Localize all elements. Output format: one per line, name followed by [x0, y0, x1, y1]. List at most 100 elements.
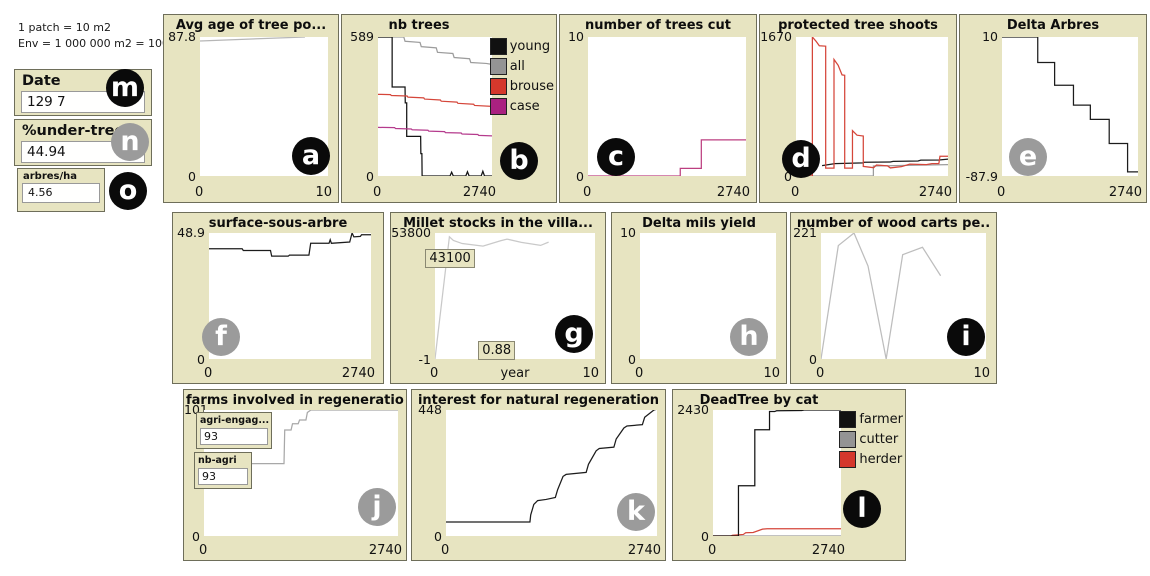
- y-axis-max-label: 53800: [391, 225, 431, 240]
- legend-item-brouse: brouse: [489, 78, 554, 95]
- plot-line-trees-cut: [588, 140, 746, 176]
- plot-line-millet-stocks: [435, 237, 549, 359]
- x-axis-max-label: 2740: [341, 366, 375, 381]
- plot-canvas-i: [821, 233, 986, 359]
- plot-panel-a: Avg age of tree po... 87.8 0 0 10 a: [163, 14, 339, 203]
- mini-monitor-nb-agri: nb-agri 93: [194, 452, 252, 489]
- monitor-date-label: Date: [22, 73, 61, 89]
- figure-badge-l: l: [843, 490, 881, 528]
- x-axis-min-label: 0: [199, 543, 208, 558]
- plot-title-i: number of wood carts pe..: [796, 216, 991, 231]
- plot-title-a: Avg age of tree po...: [175, 18, 327, 33]
- monitor-under-tree-label: %under-tree: [22, 123, 125, 139]
- legend-swatch-brouse: [489, 78, 507, 95]
- legend-item-cutter: cutter: [839, 431, 903, 448]
- plot-area-e: [1002, 37, 1138, 176]
- legend-swatch-young: [489, 38, 507, 55]
- figure-badge-k: k: [617, 493, 655, 531]
- figure-badge-i: i: [947, 318, 985, 356]
- plot-line-all: [378, 37, 492, 64]
- plot-line-young: [378, 37, 492, 176]
- y-axis-min-label: 0: [701, 529, 709, 544]
- y-axis-min-label: 0: [434, 529, 442, 544]
- plot-canvas-j: [204, 410, 398, 536]
- x-axis-min-label: 0: [791, 185, 800, 200]
- figure-badge-d: d: [782, 140, 820, 178]
- x-axis-max-label: 2740: [918, 185, 952, 200]
- y-axis-max-label: 10: [620, 225, 636, 240]
- plot-line-black-pen: [822, 159, 948, 165]
- legend-item-farmer: farmer: [839, 411, 903, 428]
- legend-label: young: [509, 39, 551, 54]
- y-axis-min-label: 0: [628, 352, 636, 367]
- plot-line-shoots: [796, 37, 948, 176]
- figure-badge-h: h: [730, 318, 768, 356]
- mini-monitor-value: 93: [200, 428, 268, 445]
- scale-note-line1: 1 patch = 10 m2: [18, 21, 111, 34]
- plot-canvas-e: [1002, 37, 1138, 176]
- plot-title-k: interest for natural regeneration: [417, 393, 660, 408]
- figure-badge-j: j: [358, 488, 396, 526]
- mini-monitor-value: 93: [198, 468, 248, 485]
- plot-line-farms: [204, 410, 398, 464]
- figure-badge-g: g: [555, 315, 593, 353]
- y-axis-min-label: -1: [418, 352, 431, 367]
- legend-item-herder: herder: [839, 451, 903, 468]
- plot-panel-l: DeadTree by cat 2430 0 0 2740 farmer cutter her…: [672, 389, 906, 561]
- plot-panel-f: surface-sous-arbre 48.9 0 0 2740 f: [172, 212, 384, 384]
- monitor-arbres-ha-value: 4.56: [22, 183, 100, 203]
- plot-title-h: Delta mils yield: [642, 216, 756, 231]
- figure-badge-e: e: [1009, 138, 1047, 176]
- monitor-arbres-ha: arbres/ha 4.56: [17, 168, 105, 212]
- mini-monitor-agri-engag: agri-engag... 93: [196, 412, 272, 449]
- x-axis-min-label: 0: [195, 185, 204, 200]
- plot-legend: farmer cutter herder: [839, 411, 903, 468]
- plot-line-gray-pen: [796, 165, 948, 176]
- legend-label: cutter: [859, 432, 899, 447]
- y-axis-max-label: 10: [982, 29, 998, 44]
- scale-note: 1 patch = 10 m2 Env = 1 000 000 m2 = 100…: [18, 20, 186, 52]
- legend-label: farmer: [859, 412, 903, 427]
- plot-title-e: Delta Arbres: [1006, 18, 1100, 33]
- y-axis-max-label: 87.8: [168, 29, 196, 44]
- x-axis-max-label: 10: [315, 185, 332, 200]
- y-axis-max-label: 2430: [677, 402, 709, 417]
- legend-swatch-cutter: [839, 431, 857, 448]
- x-axis-max-label: 2740: [716, 185, 750, 200]
- plot-canvas-d: [796, 37, 948, 176]
- figure-badge-c: c: [597, 138, 635, 176]
- plot-canvas-a: [200, 37, 328, 176]
- x-axis-max-label: 2740: [368, 543, 402, 558]
- y-axis-min-label: 0: [809, 352, 817, 367]
- plot-panel-h: Delta mils yield 10 0 0 10 h: [611, 212, 787, 384]
- x-axis-min-label: 0: [708, 543, 717, 558]
- legend-item-young: young: [489, 38, 554, 55]
- plot-canvas-c: [588, 37, 746, 176]
- plot-line-surface: [209, 233, 371, 256]
- plot-title-f: surface-sous-arbre: [208, 216, 348, 231]
- plot-canvas-g: [435, 233, 595, 359]
- plot-line-interest: [446, 410, 657, 522]
- x-axis-min-label: 0: [997, 185, 1006, 200]
- x-axis-max-label: 2740: [1108, 185, 1142, 200]
- plot-title-d: protected tree shoots: [778, 18, 938, 33]
- x-axis-min-label: 0: [635, 366, 644, 381]
- x-axis-min-label: 0: [441, 543, 450, 558]
- x-axis-min-label: 0: [583, 185, 592, 200]
- plot-canvas-b: [378, 37, 492, 176]
- y-axis-min-label: 0: [197, 352, 205, 367]
- x-axis-min-label: 0: [373, 185, 382, 200]
- y-axis-min-label: 0: [366, 169, 374, 184]
- plot-line-herder: [713, 529, 841, 536]
- plot-panel-i: number of wood carts pe.. 221 0 0 10 i: [790, 212, 997, 384]
- legend-swatch-herder: [839, 451, 857, 468]
- plot-line-delta-arbres: [1002, 37, 1138, 172]
- plot-canvas-k: [446, 410, 657, 536]
- figure-badge-f: f: [202, 318, 240, 356]
- plot-canvas-f: [209, 233, 371, 359]
- plot-annotation: 0.88: [478, 341, 516, 361]
- plot-canvas-l: [713, 410, 841, 536]
- legend-swatch-case: [489, 98, 507, 115]
- x-axis-max-label: 2740: [462, 185, 496, 200]
- plot-title-c: number of trees cut: [585, 18, 731, 33]
